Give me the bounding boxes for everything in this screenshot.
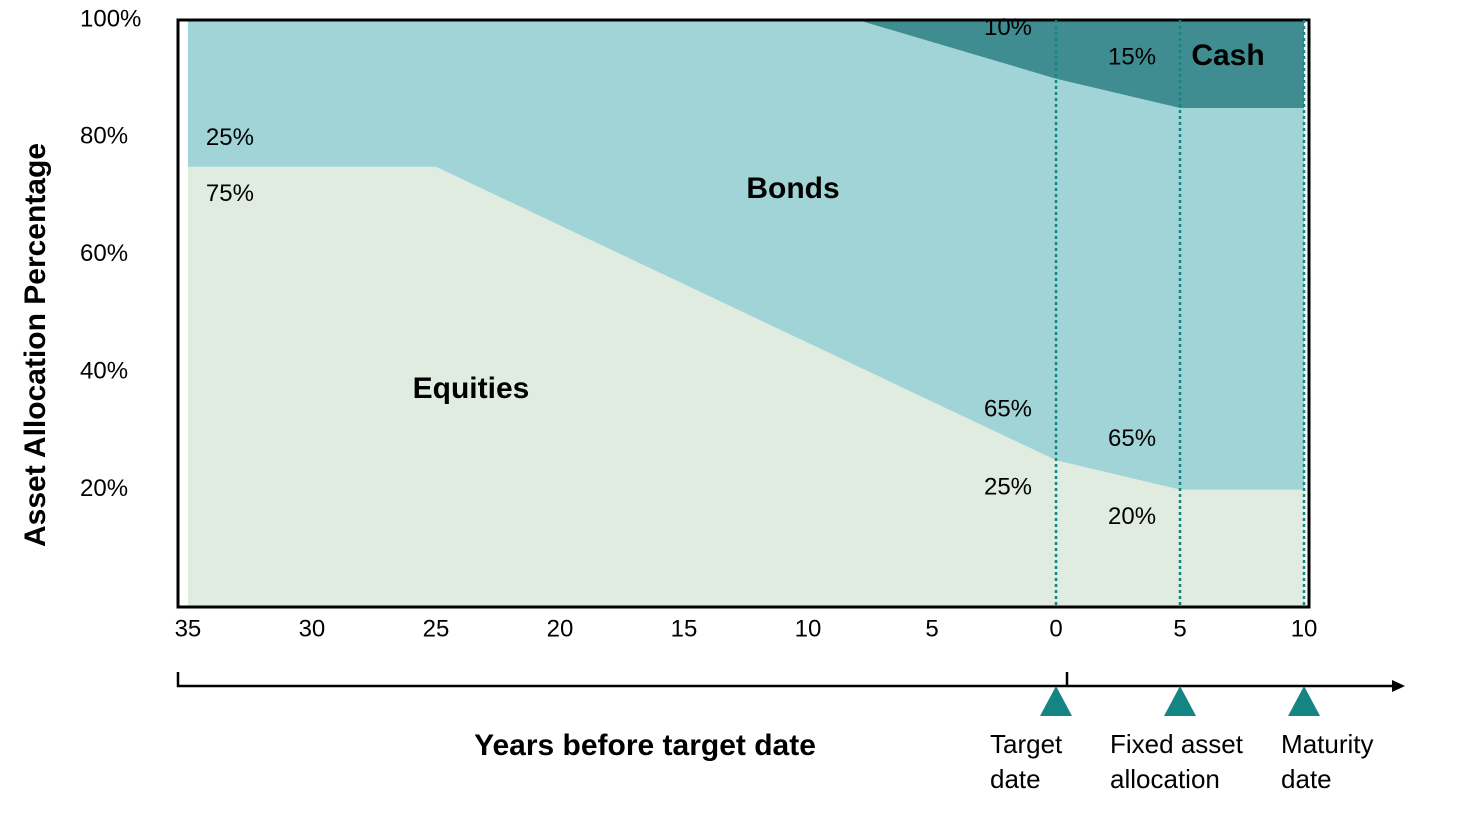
- y-tick-label: 60%: [80, 240, 128, 267]
- area: [187, 20, 1305, 109]
- x-tick-label: 10: [795, 615, 822, 642]
- x-tick-label: 10: [1291, 615, 1318, 642]
- timeline-arrow: [1392, 680, 1405, 692]
- x-axis-title: Years before target date: [474, 729, 816, 762]
- x-tick-label: 25: [423, 615, 450, 642]
- series-label: Cash: [1191, 39, 1264, 72]
- data-label: 75%: [206, 180, 254, 207]
- data-label: 25%: [206, 124, 254, 151]
- y-axis-title: Asset Allocation Percentage: [19, 143, 52, 547]
- milestone-marker: [1288, 686, 1321, 716]
- data-label: 20%: [1108, 503, 1156, 530]
- data-label: 15%: [1108, 43, 1156, 70]
- x-tick-label: 35: [175, 615, 202, 642]
- x-tick-label: 5: [1173, 615, 1186, 642]
- milestone-label: Fixed asset allocation: [1110, 729, 1243, 794]
- area: [187, 20, 1305, 490]
- data-label: 10%: [984, 14, 1032, 41]
- series-label: Equities: [413, 372, 530, 405]
- milestone-marker: [1164, 686, 1197, 716]
- y-tick-label: 40%: [80, 358, 128, 385]
- milestone-label: Target date: [990, 729, 1063, 794]
- area: [187, 166, 1305, 607]
- y-tick-label: 20%: [80, 475, 128, 502]
- y-tick-label: 100%: [80, 5, 141, 32]
- data-label: 25%: [984, 474, 1032, 501]
- data-label: 65%: [1108, 425, 1156, 452]
- plot-frame: [176, 18, 1311, 609]
- timeline-axis: [176, 672, 1400, 688]
- milestone-label: Maturity date: [1281, 729, 1374, 794]
- x-tick-label: 5: [925, 615, 938, 642]
- x-tick-label: 0: [1049, 615, 1062, 642]
- y-tick-label: 80%: [80, 123, 128, 150]
- x-tick-label: 15: [671, 615, 698, 642]
- data-label: 65%: [984, 396, 1032, 423]
- series-label: Bonds: [746, 172, 839, 205]
- x-tick-label: 30: [299, 615, 326, 642]
- milestone-marker: [1040, 686, 1073, 716]
- x-tick-label: 20: [547, 615, 574, 642]
